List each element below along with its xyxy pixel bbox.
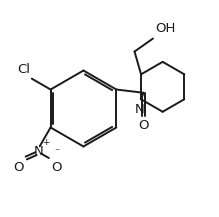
Text: N: N xyxy=(34,145,44,158)
Text: O: O xyxy=(138,119,149,132)
Text: O: O xyxy=(13,161,23,174)
Text: Cl: Cl xyxy=(18,64,31,76)
Text: OH: OH xyxy=(155,22,176,35)
Text: N: N xyxy=(135,103,145,115)
Text: O: O xyxy=(52,161,62,174)
Text: +: + xyxy=(42,138,50,147)
Text: ⁻: ⁻ xyxy=(55,148,60,158)
